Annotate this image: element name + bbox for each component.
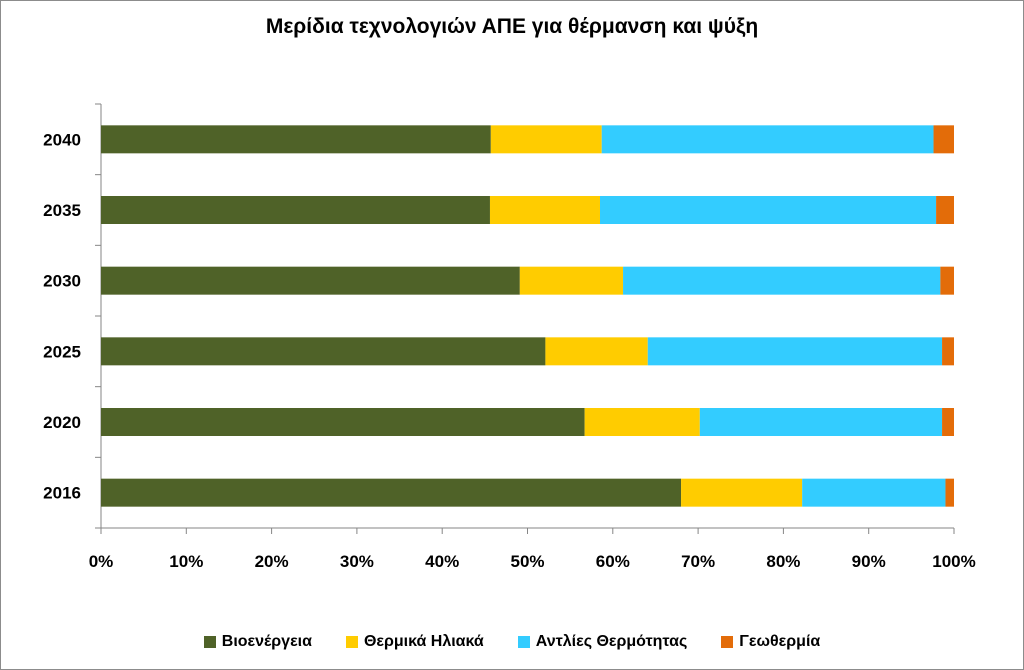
x-tick-label: 0%: [89, 552, 114, 571]
legend-item: Γεωθερμία: [721, 633, 820, 651]
legend-swatch: [721, 636, 734, 648]
bar-segment: [101, 196, 490, 224]
x-tick-label: 60%: [596, 552, 630, 571]
x-tick-label: 40%: [425, 552, 459, 571]
x-tick-label: 90%: [852, 552, 886, 571]
bar-segment: [101, 125, 491, 154]
bar-segment: [519, 266, 624, 295]
y-tick-label: 2016: [43, 484, 81, 503]
bar-segment: [802, 478, 946, 507]
y-tick-label: 2020: [43, 413, 81, 432]
legend-swatch: [517, 636, 530, 648]
legend: Βιοενέργεια Θερμικά Ηλιακά Αντλίες Θερμότη…: [1, 633, 1023, 651]
legend-label: Θερμικά Ηλιακά: [363, 633, 484, 650]
bar-segment: [601, 125, 934, 154]
bar-segment: [600, 196, 937, 224]
bar-segment: [584, 408, 700, 436]
bar-segment: [101, 266, 520, 295]
legend-swatch: [345, 636, 358, 648]
bar-segment: [940, 266, 954, 295]
x-tick-label: 50%: [510, 552, 544, 571]
x-tick-label: 100%: [932, 552, 975, 571]
x-tick-label: 20%: [255, 552, 289, 571]
bar-segment: [101, 478, 682, 507]
bar-segment: [942, 408, 954, 436]
bar-segment: [933, 125, 954, 154]
legend-item: Βιοενέργεια: [203, 633, 312, 651]
bar-segment: [101, 337, 546, 366]
bar-segment: [699, 408, 943, 436]
bar-segment: [942, 337, 954, 366]
bar-segment: [545, 337, 648, 366]
bar-segment: [936, 196, 954, 224]
x-tick-label: 30%: [340, 552, 374, 571]
bar-segment: [647, 337, 943, 366]
chart-title: Μερίδια τεχνολογιών ΑΠΕ για θέρμανση και…: [265, 15, 759, 38]
legend-swatch: [203, 636, 216, 648]
bar-segment: [101, 408, 585, 436]
bar-segment: [623, 266, 941, 295]
y-tick-label: 2030: [43, 272, 81, 291]
x-tick-label: 70%: [681, 552, 715, 571]
bar-segment: [681, 478, 803, 507]
legend-item: Αντλίες Θερμότητας: [517, 633, 688, 651]
bar-segment: [490, 125, 602, 154]
plot-area: 0% 10% 20% 30% 40% 50% 60% 70% 80% 90% 100% 2040 203…: [43, 103, 976, 571]
bar-segment: [945, 478, 954, 507]
y-tick-label: 2035: [43, 201, 81, 220]
bar-segment: [489, 196, 601, 224]
legend-label: Βιοενέργεια: [221, 633, 312, 650]
legend-label: Γεωθερμία: [739, 633, 821, 650]
x-tick-label: 80%: [766, 552, 800, 571]
y-tick-label: 2025: [43, 342, 81, 361]
y-tick-label: 2040: [43, 130, 81, 149]
legend-label: Αντλίες Θερμότητας: [535, 633, 688, 650]
x-tick-label: 10%: [169, 552, 203, 571]
legend-item: Θερμικά Ηλιακά: [345, 633, 484, 651]
